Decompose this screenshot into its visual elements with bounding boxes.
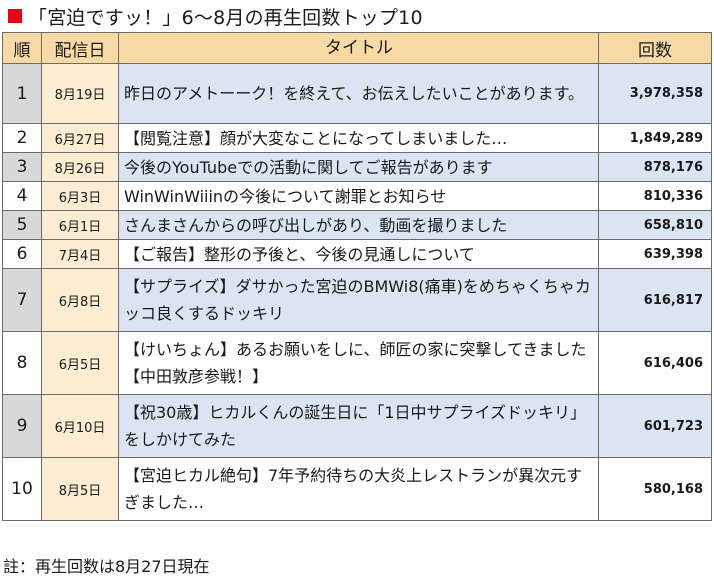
footnote: 註：再生回数は8月27日現在: [3, 557, 210, 576]
date-cell: 6月27日: [41, 123, 119, 153]
rank-cell: 2: [2, 123, 42, 153]
rank-cell: 6: [2, 239, 42, 269]
table-row: 6 7月4日 【ご報告】整形の予後と、今後の見通しについて 639,398: [2, 239, 712, 269]
date-cell: 7月4日: [41, 239, 119, 269]
date-cell: 8月19日: [41, 63, 119, 124]
title-cell: 今後のYouTubeでの活動に関してご報告があります: [118, 152, 599, 182]
title-cell: 【ご報告】整形の予後と、今後の見通しについて: [118, 239, 599, 269]
count-cell: 878,176: [598, 152, 712, 182]
header-rank: 順: [2, 32, 42, 64]
title-cell: さんまさんからの呼び出しがあり、動画を撮りました: [118, 210, 599, 240]
date-cell: 6月5日: [41, 331, 119, 395]
count-cell: 810,336: [598, 181, 712, 211]
count-cell: 639,398: [598, 239, 712, 269]
red-square-icon: [8, 9, 22, 23]
count-cell: 658,810: [598, 210, 712, 240]
rank-cell: 10: [2, 457, 42, 521]
date-cell: 6月3日: [41, 181, 119, 211]
rank-cell: 9: [2, 394, 42, 458]
count-cell: 616,817: [598, 268, 712, 332]
table-row: 1 8月19日 昨日のアメトーーク！を終えて、お伝えしたいことがあります。 3,…: [2, 63, 712, 124]
count-cell: 616,406: [598, 331, 712, 395]
rank-cell: 3: [2, 152, 42, 182]
title-cell: 【サプライズ】ダサかった宮迫のBMWi8(痛車)をめちゃくちゃカッコ良くするドッ…: [118, 268, 599, 332]
table-row: 10 8月5日 【宮迫ヒカル絶句】7年予約待ちの大炎上レストランが異次元すぎまし…: [2, 457, 712, 521]
ranking-table: 順 配信日 タイトル 回数 1 8月19日 昨日のアメトーーク！を終えて、お伝え…: [2, 32, 712, 521]
heading: 「宮迫ですッ！」6〜8月の再生回数トップ10: [0, 0, 714, 32]
header-title: タイトル: [118, 32, 599, 64]
rank-cell: 4: [2, 181, 42, 211]
table-row: 4 6月3日 WinWinWiiinの今後について謝罪とお知らせ 810,336: [2, 181, 712, 211]
page-title: 「宮迫ですッ！」6〜8月の再生回数トップ10: [28, 6, 423, 29]
title-cell: 【けいちょん】あるお願いをしに、師匠の家に突撃してきました【中田敦彦参戦！】: [118, 331, 599, 395]
count-cell: 601,723: [598, 394, 712, 458]
title-cell: 【宮迫ヒカル絶句】7年予約待ちの大炎上レストランが異次元すぎました…: [118, 457, 599, 521]
date-cell: 8月5日: [41, 457, 119, 521]
rank-cell: 8: [2, 331, 42, 395]
table-row: 7 6月8日 【サプライズ】ダサかった宮迫のBMWi8(痛車)をめちゃくちゃカッ…: [2, 268, 712, 332]
date-cell: 8月26日: [41, 152, 119, 182]
rank-cell: 1: [2, 63, 42, 124]
count-cell: 580,168: [598, 457, 712, 521]
table-row: 8 6月5日 【けいちょん】あるお願いをしに、師匠の家に突撃してきました【中田敦…: [2, 331, 712, 395]
table-header-row: 順 配信日 タイトル 回数: [2, 32, 712, 64]
table-row: 2 6月27日 【閲覧注意】顔が大変なことになってしまいました… 1,849,2…: [2, 123, 712, 153]
title-cell: 【閲覧注意】顔が大変なことになってしまいました…: [118, 123, 599, 153]
date-cell: 6月8日: [41, 268, 119, 332]
table-row: 3 8月26日 今後のYouTubeでの活動に関してご報告があります 878,1…: [2, 152, 712, 182]
table-row: 9 6月10日 【祝30歳】ヒカルくんの誕生日に「1日中サプライズドッキリ」をし…: [2, 394, 712, 458]
title-cell: WinWinWiiinの今後について謝罪とお知らせ: [118, 181, 599, 211]
count-cell: 3,978,358: [598, 63, 712, 124]
title-cell: 昨日のアメトーーク！を終えて、お伝えしたいことがあります。: [118, 63, 599, 124]
header-count: 回数: [598, 32, 712, 64]
title-cell: 【祝30歳】ヒカルくんの誕生日に「1日中サプライズドッキリ」をしかけてみた: [118, 394, 599, 458]
header-date: 配信日: [41, 32, 119, 64]
rank-cell: 7: [2, 268, 42, 332]
table-row: 5 6月1日 さんまさんからの呼び出しがあり、動画を撮りました 658,810: [2, 210, 712, 240]
count-cell: 1,849,289: [598, 123, 712, 153]
rank-cell: 5: [2, 210, 42, 240]
date-cell: 6月10日: [41, 394, 119, 458]
date-cell: 6月1日: [41, 210, 119, 240]
